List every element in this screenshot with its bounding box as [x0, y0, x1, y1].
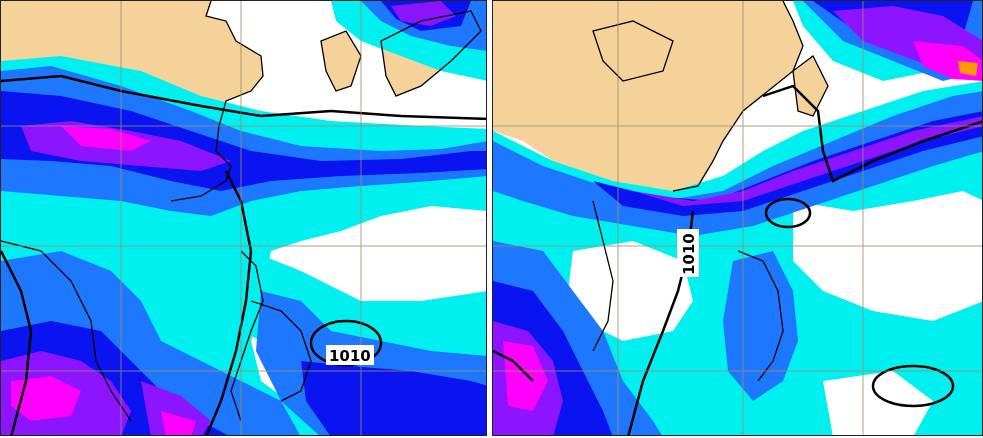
- right-map-svg: 1010: [493, 1, 982, 435]
- precip-level2-philippines: [723, 251, 798, 401]
- isobar-label-1010: 1010: [329, 347, 371, 365]
- clear-area: [568, 241, 693, 341]
- precip-level5-sw: [11, 376, 81, 421]
- land-area: [493, 1, 803, 191]
- isobar-label-1010: 1010: [680, 233, 698, 275]
- graticule: [493, 1, 982, 435]
- precip-level3: [593, 111, 982, 216]
- weather-map-right: 1010: [492, 0, 983, 436]
- precip-level5: [503, 341, 548, 411]
- isobar-label-box: [326, 345, 374, 365]
- precip-level3: [1, 91, 486, 191]
- precip-level4: [633, 116, 982, 206]
- land-area-korea: [321, 31, 361, 91]
- coastlines: [592, 1, 829, 382]
- precip-level3-se: [301, 361, 486, 435]
- precip-level5: [61, 126, 151, 151]
- land-area-korea: [793, 56, 828, 116]
- isobars: [493, 84, 982, 435]
- precip-level2: [493, 91, 982, 236]
- coastlines: [1, 1, 482, 422]
- weather-map-left: 1010: [0, 0, 487, 436]
- precip-level6: [958, 61, 978, 76]
- clear-area-se: [823, 371, 933, 435]
- precip-level2: [1, 66, 486, 216]
- precip-level5-s: [161, 411, 196, 435]
- left-map-svg: 1010: [1, 1, 486, 435]
- clear-area-east: [793, 191, 982, 321]
- isobar-label-box: [677, 229, 699, 277]
- precip-level4-ne: [391, 1, 456, 26]
- graticule: [1, 1, 486, 435]
